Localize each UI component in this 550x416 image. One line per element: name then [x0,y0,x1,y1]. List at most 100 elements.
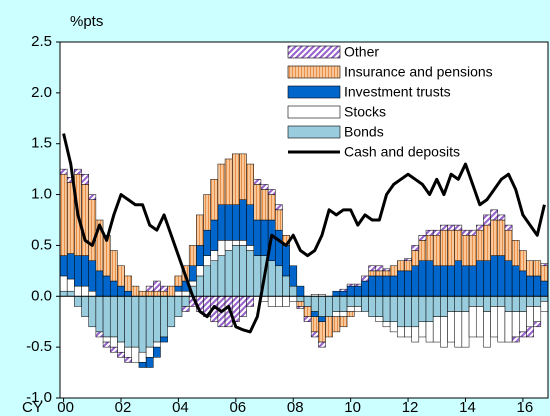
bar-segment [303,306,312,317]
legend-label: Other [344,44,379,60]
bar-segment [483,214,491,226]
bar-segment [411,326,420,343]
bar-segment [289,285,298,297]
bar-segment [282,275,290,297]
bar-segment [224,240,233,251]
bar-segment [504,224,513,231]
bar-segment [59,173,68,256]
y-tick-label: -0.5 [26,338,52,355]
bar-segment [282,296,290,307]
bar-segment [397,260,405,272]
bar-segment [167,296,176,328]
bar-segment [318,316,326,322]
bar-segment [418,235,427,241]
bar-segment [296,296,305,302]
bar-segment [468,265,477,297]
bar-segment [339,288,348,292]
bar-segment [540,280,549,297]
bar-segment [95,296,104,333]
bar-segment [59,275,68,292]
bar-segment [203,265,211,297]
bar-segment [260,184,269,190]
bar-segment [425,321,434,343]
bar-segment [389,321,398,333]
bar-segment [196,265,204,277]
legend-label: Cash and deposits [344,144,460,160]
bar-segment [260,219,269,256]
bar-segment [246,245,255,251]
x-tick-label: 04 [172,399,189,416]
bar-segment [475,229,484,261]
bar-segment [375,275,384,297]
bar-segment [404,326,412,338]
bar-segment [397,270,405,297]
bar-segment [318,341,326,348]
y-tick-label: -1.0 [26,389,52,406]
y-tick-label: 1.0 [31,186,52,203]
bar-segment [174,285,183,292]
bar-segment [74,255,82,287]
bar-segment [239,245,247,297]
legend-swatch [287,85,341,99]
bar-segment [497,255,506,297]
bar-segment [497,214,506,221]
x-tick-label: 08 [287,399,304,416]
bar-segment [461,296,470,312]
bar-segment [332,311,341,317]
bar-segment [519,250,527,272]
bar-segment [440,265,448,297]
bar-segment [382,296,391,322]
x-tick-label: 00 [57,399,74,416]
bar-segment [389,265,398,277]
bar-segment [440,316,448,348]
bar-segment [81,184,89,256]
bar-segment [138,296,147,353]
bar-segment [246,163,255,205]
bar-segment [196,245,204,267]
bar-segment [332,316,341,333]
bar-segment [267,194,276,221]
bar-segment [533,296,542,307]
bar-segment [81,173,89,185]
bar-segment [224,204,233,241]
bar-segment [346,283,355,287]
bar-segment [109,346,118,353]
bar-segment [239,153,247,200]
bar-segment [382,275,391,297]
bar-segment [296,301,305,307]
bar-segment [188,265,197,282]
bar-segment [124,357,133,363]
bar-segment [375,316,384,322]
bar-segment [224,250,233,297]
x-axis-label: CY [22,399,43,416]
bar-segment [88,296,97,328]
bar-segment [332,290,341,297]
bar-segment [461,265,470,297]
bar-segment [504,229,513,261]
bar-segment [483,260,491,297]
bar-segment [246,250,255,297]
bar-segment [253,255,262,297]
bar-segment [475,296,484,307]
bar-segment [511,336,520,343]
bar-segment [325,316,333,338]
bar-segment [475,306,484,338]
bar-segment [368,296,377,317]
bar-segment [231,245,240,297]
bar-segment [454,296,463,312]
bar-segment [540,265,549,282]
bar-segment [153,280,161,292]
bar-segment [153,346,161,358]
bar-segment [138,290,147,297]
x-tick-label: 12 [402,399,419,416]
bar-segment [109,296,118,338]
bar-segment [196,214,204,246]
bar-segment [519,270,527,297]
bar-segment [160,290,168,297]
bar-segment [447,229,455,267]
bar-segment [124,275,133,292]
bar-segment [153,341,161,348]
bar-segment [95,331,104,338]
bar-segment [404,258,412,261]
bar-segment [440,296,448,317]
